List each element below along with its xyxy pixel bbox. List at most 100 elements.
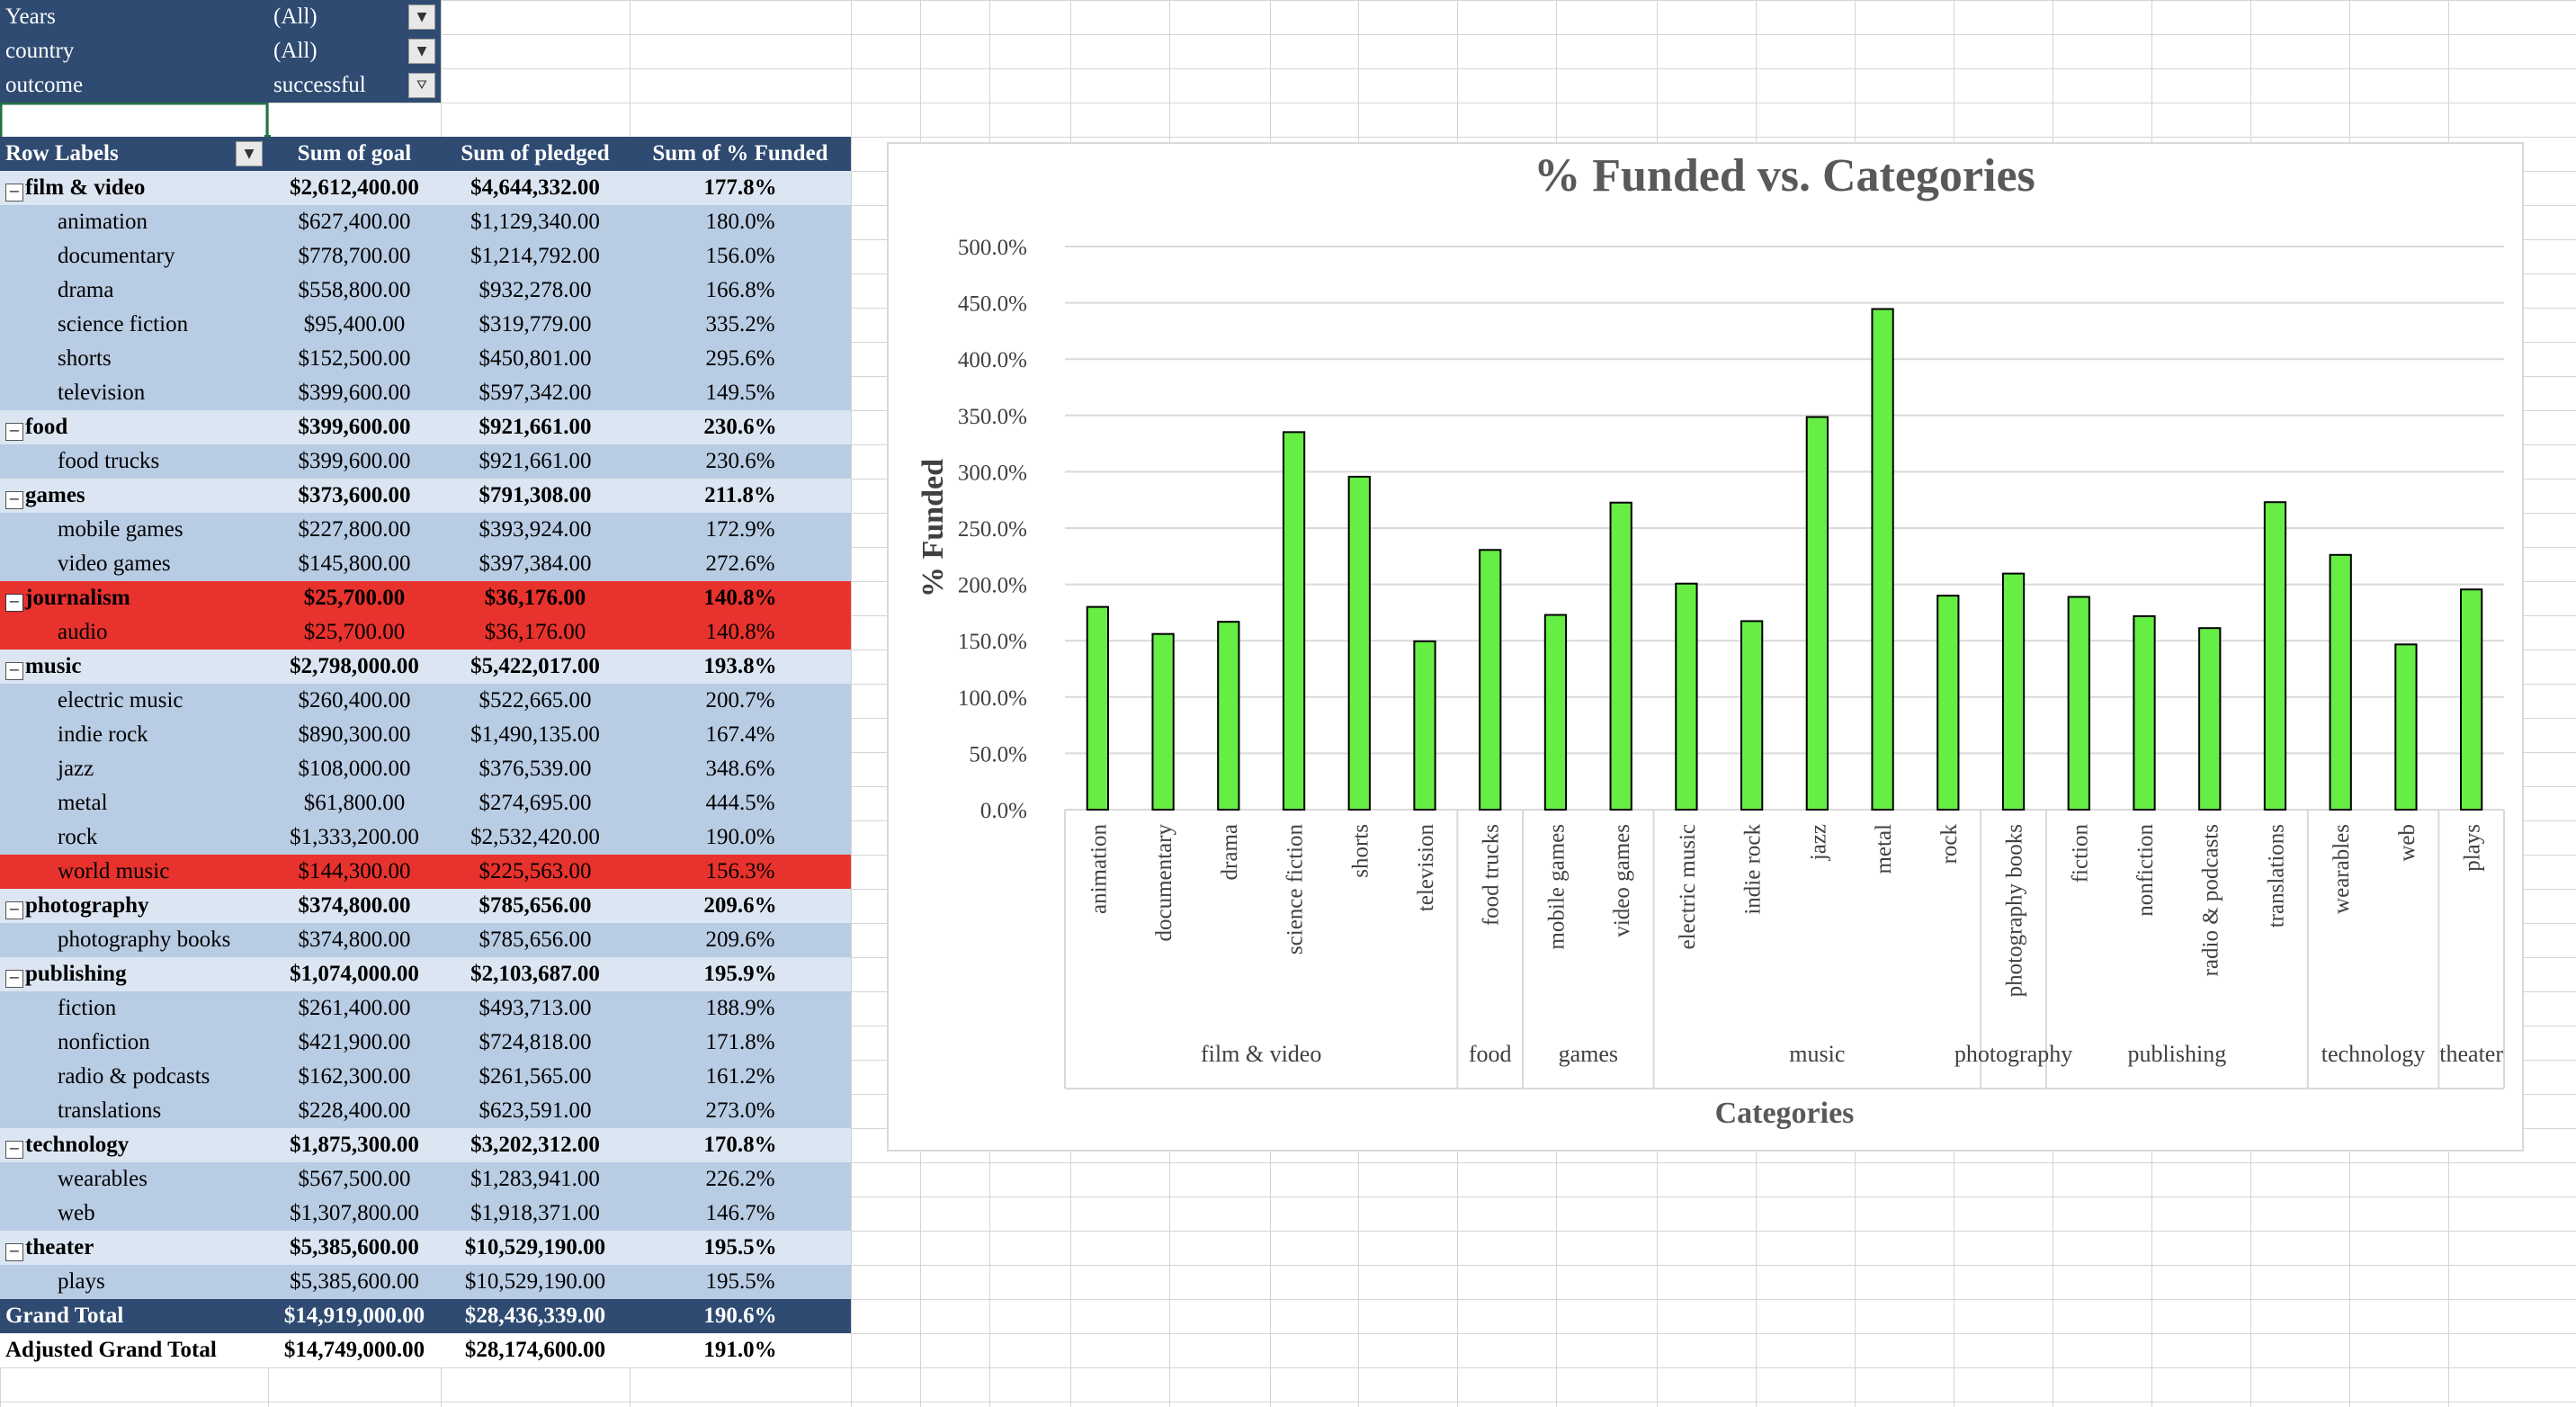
pledged-cell: $4,644,332.00 — [441, 171, 630, 205]
x-tick-label-electric-music: electric music — [1676, 824, 1700, 950]
collapse-minus-icon[interactable]: − — [5, 594, 23, 612]
subcategory-row-web[interactable]: web — [0, 1196, 268, 1231]
dropdown-arrow-icon[interactable]: ▼ — [408, 4, 435, 30]
row-label: food trucks — [58, 449, 160, 473]
funded-cell: 209.6% — [630, 889, 851, 923]
y-tick-label: 400.0% — [958, 348, 1027, 372]
category-row-technology[interactable]: − technology — [0, 1128, 268, 1162]
goal-cell: $144,300.00 — [268, 855, 441, 889]
pledged-cell: $376,539.00 — [441, 752, 630, 786]
filter-applied-icon[interactable]: ⛛ — [408, 73, 435, 98]
category-row-music[interactable]: − music — [0, 650, 268, 684]
collapse-minus-icon[interactable]: − — [5, 1243, 23, 1261]
collapse-minus-icon[interactable]: − — [5, 662, 23, 680]
row-label: games — [25, 483, 85, 507]
category-row-journalism[interactable]: − journalism — [0, 581, 268, 615]
row-label: shorts — [58, 346, 112, 371]
subcategory-row-photography-books[interactable]: photography books — [0, 923, 268, 957]
collapse-minus-icon[interactable]: − — [5, 901, 23, 919]
row-label: web — [58, 1201, 95, 1225]
x-axis-title: Categories — [1715, 1097, 1855, 1130]
category-row-publishing[interactable]: − publishing — [0, 957, 268, 991]
collapse-minus-icon[interactable]: − — [5, 184, 23, 202]
goal-cell: $1,307,800.00 — [268, 1196, 441, 1231]
subcategory-row-radio-and-podcasts[interactable]: radio & podcasts — [0, 1060, 268, 1094]
row-labels-filter-icon[interactable]: ▼ — [236, 141, 263, 166]
bar-science-fiction — [1282, 431, 1306, 811]
subcategory-row-mobile-games[interactable]: mobile games — [0, 513, 268, 547]
bar-nonfiction — [2133, 614, 2156, 811]
grand-total-funded: 190.6% — [630, 1299, 851, 1333]
subcategory-row-fiction[interactable]: fiction — [0, 991, 268, 1026]
group-label-photography: photography — [1954, 1041, 2072, 1067]
subcategory-row-rock[interactable]: rock — [0, 820, 268, 855]
category-row-food[interactable]: − food — [0, 410, 268, 444]
subcategory-row-translations[interactable]: translations — [0, 1094, 268, 1128]
subcategory-row-wearables[interactable]: wearables — [0, 1162, 268, 1196]
x-tick-label-rock: rock — [1937, 824, 1962, 865]
subcategory-row-drama[interactable]: drama — [0, 273, 268, 308]
subcategory-row-metal[interactable]: metal — [0, 786, 268, 820]
subcategory-row-science-fiction[interactable]: science fiction — [0, 308, 268, 342]
goal-cell: $228,400.00 — [268, 1094, 441, 1128]
row-label: radio & podcasts — [58, 1064, 210, 1089]
header-row-labels[interactable]: Row Labels — [0, 137, 268, 171]
subcategory-row-jazz[interactable]: jazz — [0, 752, 268, 786]
x-tick-label-plays: plays — [2461, 824, 2485, 872]
funded-cell: 226.2% — [630, 1162, 851, 1196]
pledged-cell: $785,656.00 — [441, 889, 630, 923]
row-label: indie rock — [58, 722, 148, 747]
chart-area[interactable]: % Funded vs. Categories 0.0% 50.0% 100.0% 15… — [887, 142, 2524, 1152]
row-label: electric music — [58, 688, 183, 712]
funded-cell: 177.8% — [630, 171, 851, 205]
category-row-theater[interactable]: − theater — [0, 1231, 268, 1265]
bar-food-trucks — [1479, 549, 1502, 811]
subcategory-row-world-music[interactable]: world music — [0, 855, 268, 889]
subcategory-row-nonfiction[interactable]: nonfiction — [0, 1026, 268, 1060]
y-tick-label: 350.0% — [958, 405, 1027, 429]
row-label: translations — [58, 1098, 162, 1123]
pledged-cell: $36,176.00 — [441, 581, 630, 615]
adjusted-total-label: Adjusted Grand Total — [0, 1333, 268, 1367]
collapse-minus-icon[interactable]: − — [5, 491, 23, 509]
category-row-games[interactable]: − games — [0, 479, 268, 513]
funded-cell: 195.5% — [630, 1231, 851, 1265]
y-tick-label: 100.0% — [958, 686, 1027, 711]
header-sum-of-funded: Sum of % Funded — [630, 137, 851, 171]
goal-cell: $373,600.00 — [268, 479, 441, 513]
subcategory-row-food-trucks[interactable]: food trucks — [0, 444, 268, 479]
row-label: world music — [58, 859, 170, 883]
bar-radio-and-podcasts — [2198, 627, 2222, 811]
subcategory-row-plays[interactable]: plays — [0, 1265, 268, 1299]
category-row-photography[interactable]: − photography — [0, 889, 268, 923]
funded-cell: 140.8% — [630, 581, 851, 615]
subcategory-row-electric-music[interactable]: electric music — [0, 684, 268, 718]
goal-cell: $5,385,600.00 — [268, 1265, 441, 1299]
subcategory-row-audio[interactable]: audio — [0, 615, 268, 650]
goal-cell: $261,400.00 — [268, 991, 441, 1026]
row-label: music — [25, 654, 82, 678]
goal-cell: $5,385,600.00 — [268, 1231, 441, 1265]
y-tick-label: 0.0% — [980, 799, 1027, 823]
subcategory-row-indie-rock[interactable]: indie rock — [0, 718, 268, 752]
funded-cell: 140.8% — [630, 615, 851, 650]
goal-cell: $152,500.00 — [268, 342, 441, 376]
x-tick-label-food-trucks: food trucks — [1480, 824, 1504, 926]
collapse-minus-icon[interactable]: − — [5, 423, 23, 441]
y-tick-label: 200.0% — [958, 574, 1027, 598]
row-label: technology — [25, 1133, 130, 1157]
goal-cell: $374,800.00 — [268, 889, 441, 923]
row-label: science fiction — [58, 312, 189, 336]
dropdown-arrow-icon[interactable]: ▼ — [408, 39, 435, 64]
collapse-minus-icon[interactable]: − — [5, 970, 23, 988]
subcategory-row-animation[interactable]: animation — [0, 205, 268, 239]
subcategory-row-video-games[interactable]: video games — [0, 547, 268, 581]
collapse-minus-icon[interactable]: − — [5, 1141, 23, 1159]
subcategory-row-documentary[interactable]: documentary — [0, 239, 268, 273]
category-row-film-and-video[interactable]: − film & video — [0, 171, 268, 205]
funded-cell: 273.0% — [630, 1094, 851, 1128]
subcategory-row-shorts[interactable]: shorts — [0, 342, 268, 376]
subcategory-row-television[interactable]: television — [0, 376, 268, 410]
pledged-cell: $1,490,135.00 — [441, 718, 630, 752]
